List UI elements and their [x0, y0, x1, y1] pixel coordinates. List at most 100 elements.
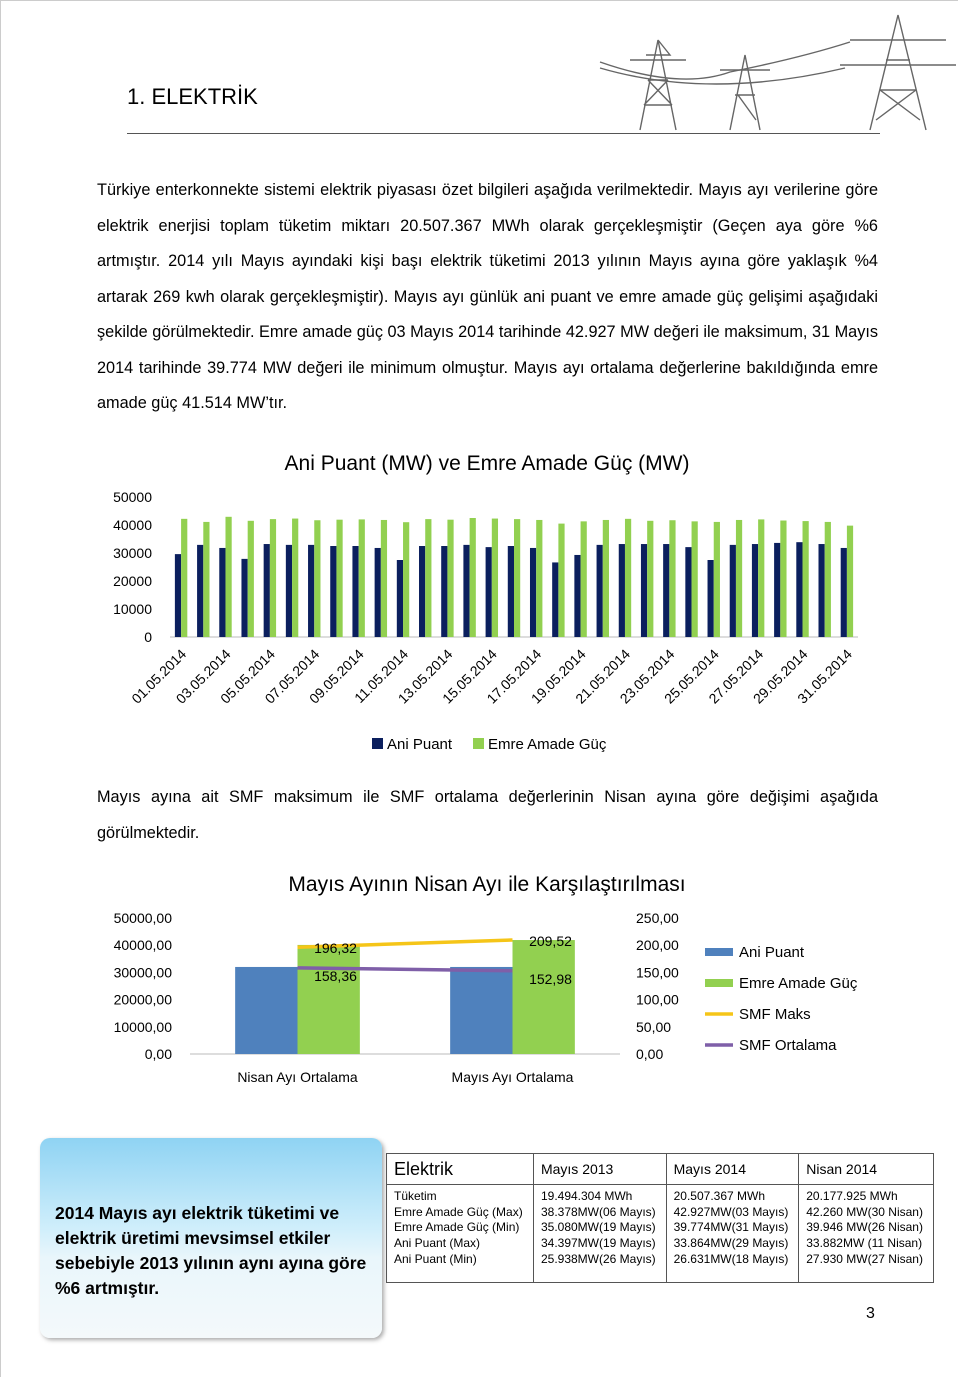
bar: [580, 521, 587, 637]
legend-swatch: [705, 948, 733, 956]
bar: [512, 940, 575, 1054]
bar: [536, 519, 543, 637]
bar: [751, 544, 759, 637]
bar: [729, 544, 736, 637]
bar: [780, 520, 787, 637]
tower-icons: [599, 14, 956, 131]
y-tick-label: 50000,00: [114, 910, 173, 926]
paragraph: Mayıs ayına ait SMF maksimum ile SMF ort…: [97, 788, 878, 842]
bar: [314, 520, 321, 637]
legend-label: SMF Ortalama: [739, 1037, 837, 1054]
bar: [469, 518, 476, 637]
bar: [219, 547, 226, 637]
y2-tick-label: 250,00: [636, 910, 679, 926]
bar: [336, 519, 343, 637]
bar: [685, 547, 692, 637]
bar: [647, 520, 654, 637]
bar: [818, 544, 825, 637]
bar: [447, 519, 454, 637]
bar: [181, 518, 188, 637]
bar: [450, 966, 513, 1054]
cell-line: Ani Puant (Max): [394, 1236, 481, 1251]
bar: [514, 519, 521, 637]
y2-tick-label: 0,00: [636, 1046, 663, 1062]
paragraph: Türkiye enterkonnekte sistemi elektrik p…: [97, 181, 878, 412]
callout-text: 2014 Mayıs ayı elektrik tüketimi ve elek…: [55, 1203, 367, 1298]
bar: [241, 558, 248, 637]
chart-title: Ani Puant (MW) ve Emre Amade Güç (MW): [285, 452, 690, 475]
body-cell: 19.494.304 MWh 38.378MW(06 Mayıs) 35.080MW…: [532, 1184, 667, 1283]
bar: [396, 560, 404, 637]
bar: [558, 523, 565, 637]
cell-line: 33.882MW (11 Nisan): [806, 1236, 923, 1251]
bar: [596, 544, 603, 637]
line: [297, 938, 513, 949]
cell-line: 19.494.304 MWh: [540, 1189, 633, 1203]
cell-line: 35.080MW(19 Mayıs): [540, 1220, 656, 1235]
cell-line: 20.177.925 MWh: [806, 1189, 898, 1203]
data-label: 152,98: [529, 971, 572, 987]
bar: [330, 546, 337, 637]
y-tick-label: 40000,00: [114, 937, 173, 953]
bar: [197, 544, 204, 637]
summary-table: Elektrik Mayıs 2013 Mayıs 2014 Nisan 2014 T…: [386, 1153, 934, 1283]
y-tick-label: 0: [144, 629, 152, 645]
x-tick-label: Nisan Ayı Ortalama: [237, 1069, 358, 1085]
bar: [618, 544, 625, 637]
legend-label: Emre Amade Güç: [488, 736, 607, 753]
bar: [308, 544, 315, 637]
y-tick-label: 10000,00: [114, 1019, 173, 1035]
cell-line: 26.631MW(18 Mayıs): [673, 1251, 789, 1266]
bar: [425, 519, 432, 637]
bar: [297, 944, 360, 1054]
table-header: Elektrik Mayıs 2013 Mayıs 2014 Nisan 2014: [386, 1153, 934, 1185]
bar: [358, 519, 365, 637]
bar: [285, 544, 293, 637]
bar: [846, 525, 854, 637]
cell-line: 39.946 MW(26 Nisan): [806, 1220, 923, 1235]
bar: [374, 547, 381, 637]
bar: [235, 966, 298, 1054]
bar: [552, 562, 559, 637]
bar: [574, 554, 581, 637]
bar: [802, 521, 809, 637]
bar: [352, 546, 359, 637]
cell-line: 39.774MW(31 Mayıs): [673, 1220, 789, 1235]
body-cell: Tüketim Emre Amade Güç (Max) Emre Amade Gü…: [386, 1184, 534, 1283]
cell-line: 20.507.367 MWh: [673, 1189, 765, 1203]
header-cell: Nisan 2014: [798, 1153, 934, 1185]
legend-swatch: [372, 738, 383, 749]
body-cell: 20.507.367 MWh 42.927MW(03 Mayıs) 39.774MW…: [665, 1184, 800, 1283]
bar: [602, 519, 609, 637]
y-tick-label: 40000: [113, 517, 152, 533]
bar: [669, 520, 676, 637]
legend-label: Ani Puant: [387, 736, 453, 753]
bar: [507, 546, 514, 637]
y2-tick-label: 100,00: [636, 992, 679, 1008]
y-tick-label: 20000: [113, 573, 152, 589]
cell-line: 34.397MW(19 Mayıs): [540, 1236, 656, 1251]
bar: [263, 544, 270, 637]
bar: [663, 544, 670, 637]
bar: [463, 544, 470, 637]
cell-line: 27.930 MW(27 Nisan): [806, 1251, 923, 1266]
bar: [735, 519, 743, 637]
cell-line: 42.927MW(03 Mayıs): [673, 1204, 789, 1219]
y-tick-label: 0,00: [145, 1046, 172, 1062]
bar: [758, 519, 765, 637]
bar: [225, 516, 232, 637]
bar: [419, 546, 426, 637]
header-cell: Elektrik: [386, 1153, 534, 1185]
bar: [491, 518, 499, 637]
chart-title: Mayıs Ayının Nisan Ayı ile Karşılaştırıl…: [288, 873, 685, 896]
cell-line: 42.260 MW(30 Nisan): [806, 1204, 923, 1219]
data-label: 209,52: [529, 933, 572, 949]
cell-line: 33.864MW(29 Mayıs): [673, 1236, 789, 1251]
header-cell: Mayıs 2014: [665, 1153, 800, 1185]
legend-label: SMF Maks: [739, 1006, 811, 1023]
bar: [485, 547, 492, 637]
legend-label: Emre Amade Güç: [739, 975, 858, 992]
y-tick-label: 20000,00: [114, 992, 173, 1008]
section-title: 1. ELEKTRİK: [127, 84, 258, 109]
